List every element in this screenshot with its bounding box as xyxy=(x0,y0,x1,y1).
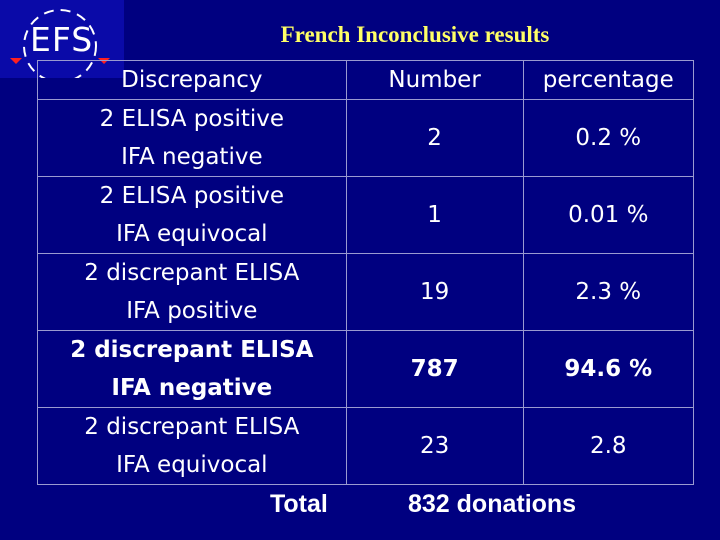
discrepancy-line: 2 discrepant ELISA xyxy=(70,337,314,363)
percentage-cell: 2.3 % xyxy=(522,253,695,331)
number-cell: 787 xyxy=(345,330,524,408)
header-number: Number xyxy=(345,60,524,100)
total-value: 832 donations xyxy=(408,490,577,518)
total-label: Total xyxy=(270,490,328,518)
number-cell: 1 xyxy=(345,176,524,254)
discrepancy-line: 2 discrepant ELISA xyxy=(84,414,300,440)
number-cell: 23 xyxy=(345,407,524,485)
discrepancy-line: IFA equivocal xyxy=(116,221,268,247)
table-row: 2 discrepant ELISA IFA positive 19 2.3 % xyxy=(37,253,695,331)
percentage-cell: 0.01 % xyxy=(522,176,695,254)
discrepancy-cell: 2 discrepant ELISA IFA positive xyxy=(37,253,347,331)
discrepancy-line: 2 ELISA positive xyxy=(99,106,285,132)
discrepancy-line: IFA equivocal xyxy=(116,452,268,478)
discrepancy-cell: 2 ELISA positive IFA negative xyxy=(37,99,347,177)
header-discrepancy: Discrepancy xyxy=(37,60,347,100)
table-header-row: Discrepancy Number percentage xyxy=(37,60,695,100)
percentage-cell: 2.8 xyxy=(522,407,695,485)
discrepancy-line: IFA positive xyxy=(126,298,258,324)
discrepancy-line: IFA negative xyxy=(111,375,273,401)
table-row: 2 ELISA positive IFA negative 2 0.2 % xyxy=(37,99,695,177)
discrepancy-line: IFA negative xyxy=(121,144,263,170)
discrepancy-cell: 2 ELISA positive IFA equivocal xyxy=(37,176,347,254)
number-cell: 19 xyxy=(345,253,524,331)
discrepancy-line: 2 discrepant ELISA xyxy=(84,260,300,286)
percentage-cell: 0.2 % xyxy=(522,99,695,177)
number-cell: 2 xyxy=(345,99,524,177)
page-title: French Inconclusive results xyxy=(280,22,550,47)
discrepancy-line: 2 ELISA positive xyxy=(99,183,285,209)
table-row: 2 ELISA positive IFA equivocal 1 0.01 % xyxy=(37,176,695,254)
percentage-cell: 94.6 % xyxy=(522,330,695,408)
discrepancy-cell: 2 discrepant ELISA IFA negative xyxy=(37,330,347,408)
logo-text: EFS xyxy=(30,20,94,59)
header-percentage: percentage xyxy=(522,60,695,100)
results-table: Discrepancy Number percentage 2 ELISA po… xyxy=(37,60,695,485)
table-row-highlighted: 2 discrepant ELISA IFA negative 787 94.6… xyxy=(37,330,695,408)
discrepancy-cell: 2 discrepant ELISA IFA equivocal xyxy=(37,407,347,485)
table-row: 2 discrepant ELISA IFA equivocal 23 2.8 xyxy=(37,407,695,485)
